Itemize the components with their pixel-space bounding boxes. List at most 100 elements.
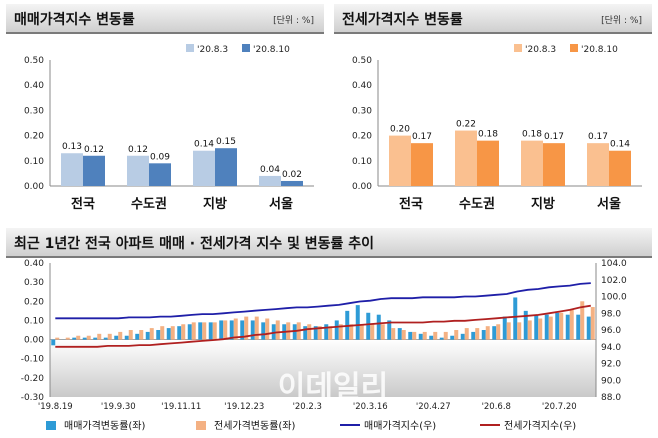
trend-x-tick-label: '20.2.3 (293, 402, 322, 412)
jeonse-change-bar (86, 335, 91, 340)
sale-bar (215, 148, 237, 186)
jeonse-change-bar (370, 324, 375, 340)
sale-change-bar (544, 314, 549, 340)
trend-left-tick-label: 0.40 (24, 259, 44, 269)
jeonse-category-label: 전국 (399, 196, 423, 212)
jeonse-change-bar (517, 322, 522, 340)
jeonse-change-bar (412, 331, 417, 340)
sale-change-bar (576, 314, 581, 340)
sale-data-label: 0.12 (128, 145, 148, 155)
sale-change-bar (156, 330, 161, 340)
jeonse-change-bar (118, 331, 123, 340)
sale-change-bar (492, 326, 497, 340)
trend-legend-label: 전세가격변동률(좌) (214, 419, 296, 432)
jeonse-change-bar (76, 335, 81, 340)
trend-legend-swatch (46, 421, 56, 430)
jeonse-change-bar (223, 320, 228, 340)
sale-change-bar (418, 333, 423, 340)
jeonse-bar (543, 143, 565, 186)
jeonse-legend-swatch (570, 44, 578, 52)
sale-bar (61, 153, 83, 186)
sale-y-tick-label: 0.00 (24, 182, 44, 192)
sale-bar (83, 155, 105, 186)
sale-change-bar (187, 324, 192, 340)
sale-category-label: 수도권 (131, 197, 167, 212)
sale-bar (259, 175, 281, 186)
jeonse-legend-label: '20.8.3 (525, 45, 556, 55)
jeonse-change-bar (485, 326, 490, 340)
sale-bar (193, 150, 215, 186)
sale-legend-label: '20.8.3 (197, 45, 228, 55)
sale-change-bar (271, 324, 276, 340)
jeonse-data-label: 0.14 (610, 140, 630, 150)
jeonse-change-bar (496, 324, 501, 340)
jeonse-change-bar (454, 330, 459, 340)
trend-x-tick-label: '19.8.19 (38, 402, 73, 412)
sale-data-label: 0.13 (62, 142, 82, 152)
jeonse-category-label: 수도권 (459, 197, 495, 212)
sale-change-bar (145, 331, 150, 340)
jeonse-y-tick-label: 0.30 (352, 106, 372, 116)
trend-right-tick-label: 100.0 (601, 293, 627, 303)
sale-change-bar (586, 316, 591, 340)
jeonse-change-bar (191, 322, 196, 340)
jeonse-category-label: 지방 (531, 196, 555, 212)
jeonse-change-bar (107, 333, 112, 340)
sale-y-tick-label: 0.40 (24, 81, 44, 91)
sale-change-bar (324, 324, 329, 340)
jeonse-data-label: 0.17 (544, 132, 564, 142)
jeonse-change-bar (254, 316, 259, 340)
sale-change-bar (387, 320, 392, 340)
trend-x-tick-label: '19.11.11 (161, 402, 201, 412)
sale-change-bar (450, 335, 455, 340)
sale-legend-swatch (186, 44, 194, 52)
jeonse-change-bar (170, 326, 175, 340)
sale-y-tick-label: 0.50 (24, 56, 44, 66)
sale-change-bar (292, 324, 297, 340)
jeonse-change-bar (212, 322, 217, 340)
sale-data-label: 0.14 (194, 140, 214, 150)
jeonse-index-unit: [단위 : %] (601, 16, 642, 26)
sale-change-bar (93, 337, 98, 340)
sale-bar (149, 163, 171, 186)
sale-category-label: 전국 (71, 196, 95, 212)
jeonse-bar (521, 140, 543, 186)
jeonse-change-bar (275, 320, 280, 340)
yearly-trend-panel: 최근 1년간 전국 아파트 매매 · 전세가격 지수 및 변동률 추이 이데일리… (6, 228, 652, 436)
trend-left-tick-label: -0.20 (21, 374, 45, 384)
sale-change-bar (208, 322, 213, 340)
sale-change-bar (198, 322, 203, 340)
jeonse-y-tick-label: 0.00 (352, 182, 372, 192)
jeonse-bar (455, 130, 477, 186)
jeonse-change-bar (527, 320, 532, 340)
jeonse-index-title: 전세가격지수 변동률 (342, 12, 463, 28)
sale-change-bar (51, 339, 56, 346)
sale-change-bar (166, 328, 171, 340)
jeonse-change-bar (559, 312, 564, 340)
jeonse-data-label: 0.18 (478, 130, 498, 140)
jeonse-change-bar (202, 322, 207, 340)
sale-index-line (55, 282, 591, 320)
trend-negative-area (50, 339, 596, 397)
trend-left-tick-label: 0.10 (24, 316, 44, 326)
trend-right-tick-label: 98.0 (601, 309, 621, 319)
jeonse-change-bar (359, 324, 364, 340)
sale-change-bar (219, 320, 224, 340)
sale-change-bar (429, 335, 434, 340)
sale-data-label: 0.04 (260, 165, 280, 175)
jeonse-change-bar (422, 331, 427, 340)
jeonse-category-label: 서울 (597, 196, 621, 212)
jeonse-change-bar (443, 331, 448, 340)
sale-change-bar (523, 310, 528, 340)
sale-change-bar (250, 320, 255, 340)
sale-index-change-panel: 매매가격지수 변동률 [단위 : %] 0.00 0.10 0.20 0.30 0.40… (6, 4, 324, 226)
jeonse-data-label: 0.18 (522, 130, 542, 140)
jeonse-change-bar (307, 324, 312, 340)
jeonse-legend-label: '20.8.10 (581, 45, 618, 55)
trend-right-tick-label: 94.0 (601, 343, 621, 353)
jeonse-index-bar-chart: 0.00 0.10 0.20 0.30 0.40 0.50 '20.8.3 '20.8.10 0… (352, 44, 642, 212)
trend-x-tick-label: '20.6.8 (482, 402, 511, 412)
jeonse-change-bar (548, 316, 553, 340)
jeonse-change-bar (55, 337, 60, 340)
jeonse-y-tick-label: 0.50 (352, 56, 372, 66)
